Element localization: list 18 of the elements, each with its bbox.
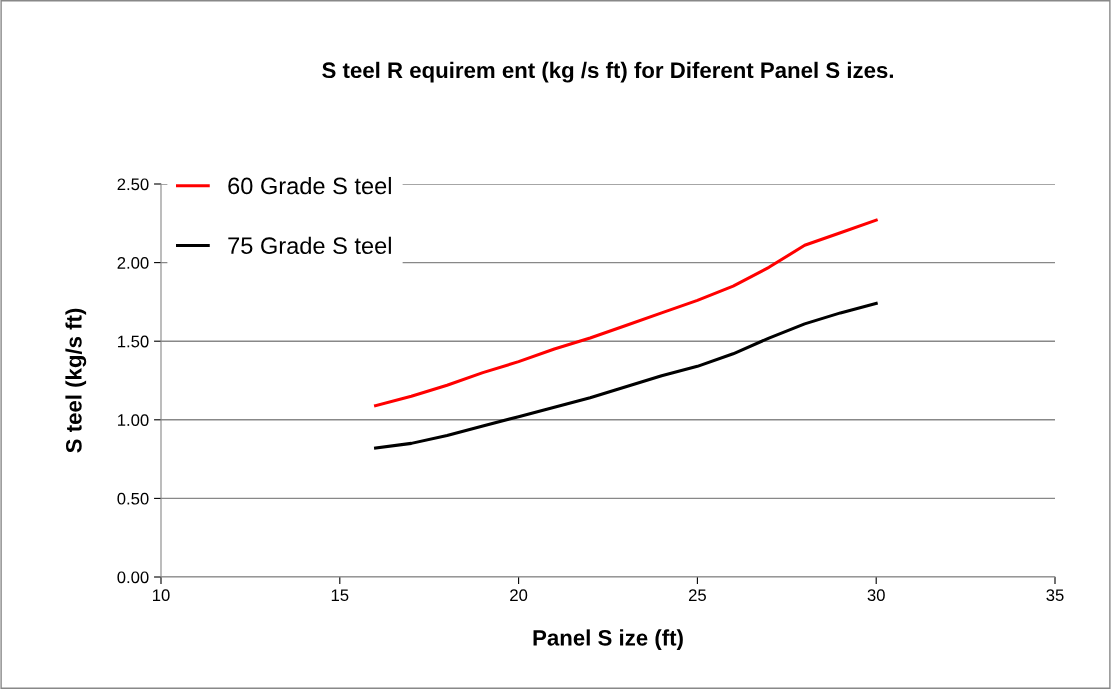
x-tick-label: 20 xyxy=(510,589,528,602)
x-tick-label: 30 xyxy=(867,589,885,602)
y-tick-label: 0.00 xyxy=(117,571,149,584)
x-tick-label: 25 xyxy=(688,589,706,602)
y-tick-label: 2.00 xyxy=(117,257,149,269)
legend-label: 60 Grade S teel xyxy=(228,176,391,195)
x-tick-label: 10 xyxy=(153,589,170,602)
line-series xyxy=(374,301,878,450)
y-tick-label: 0.50 xyxy=(117,492,149,505)
x-axis-title: Panel S ize (ft) xyxy=(533,629,683,651)
y-tick-label: 1.50 xyxy=(118,335,149,348)
y-tick-label: 2.50 xyxy=(117,178,149,191)
legend-label: 75 Grade S teel xyxy=(228,236,391,255)
x-tick-label: 15 xyxy=(331,589,349,602)
y-tick-label: 1.00 xyxy=(118,414,149,426)
y-axis-title: S teel (kg/s ft) xyxy=(65,308,87,453)
x-tick-label: 35 xyxy=(1046,589,1064,602)
chart-title: S teel R equirem ent (kg /s ft) for Diferent Panel S izes. xyxy=(322,61,893,83)
